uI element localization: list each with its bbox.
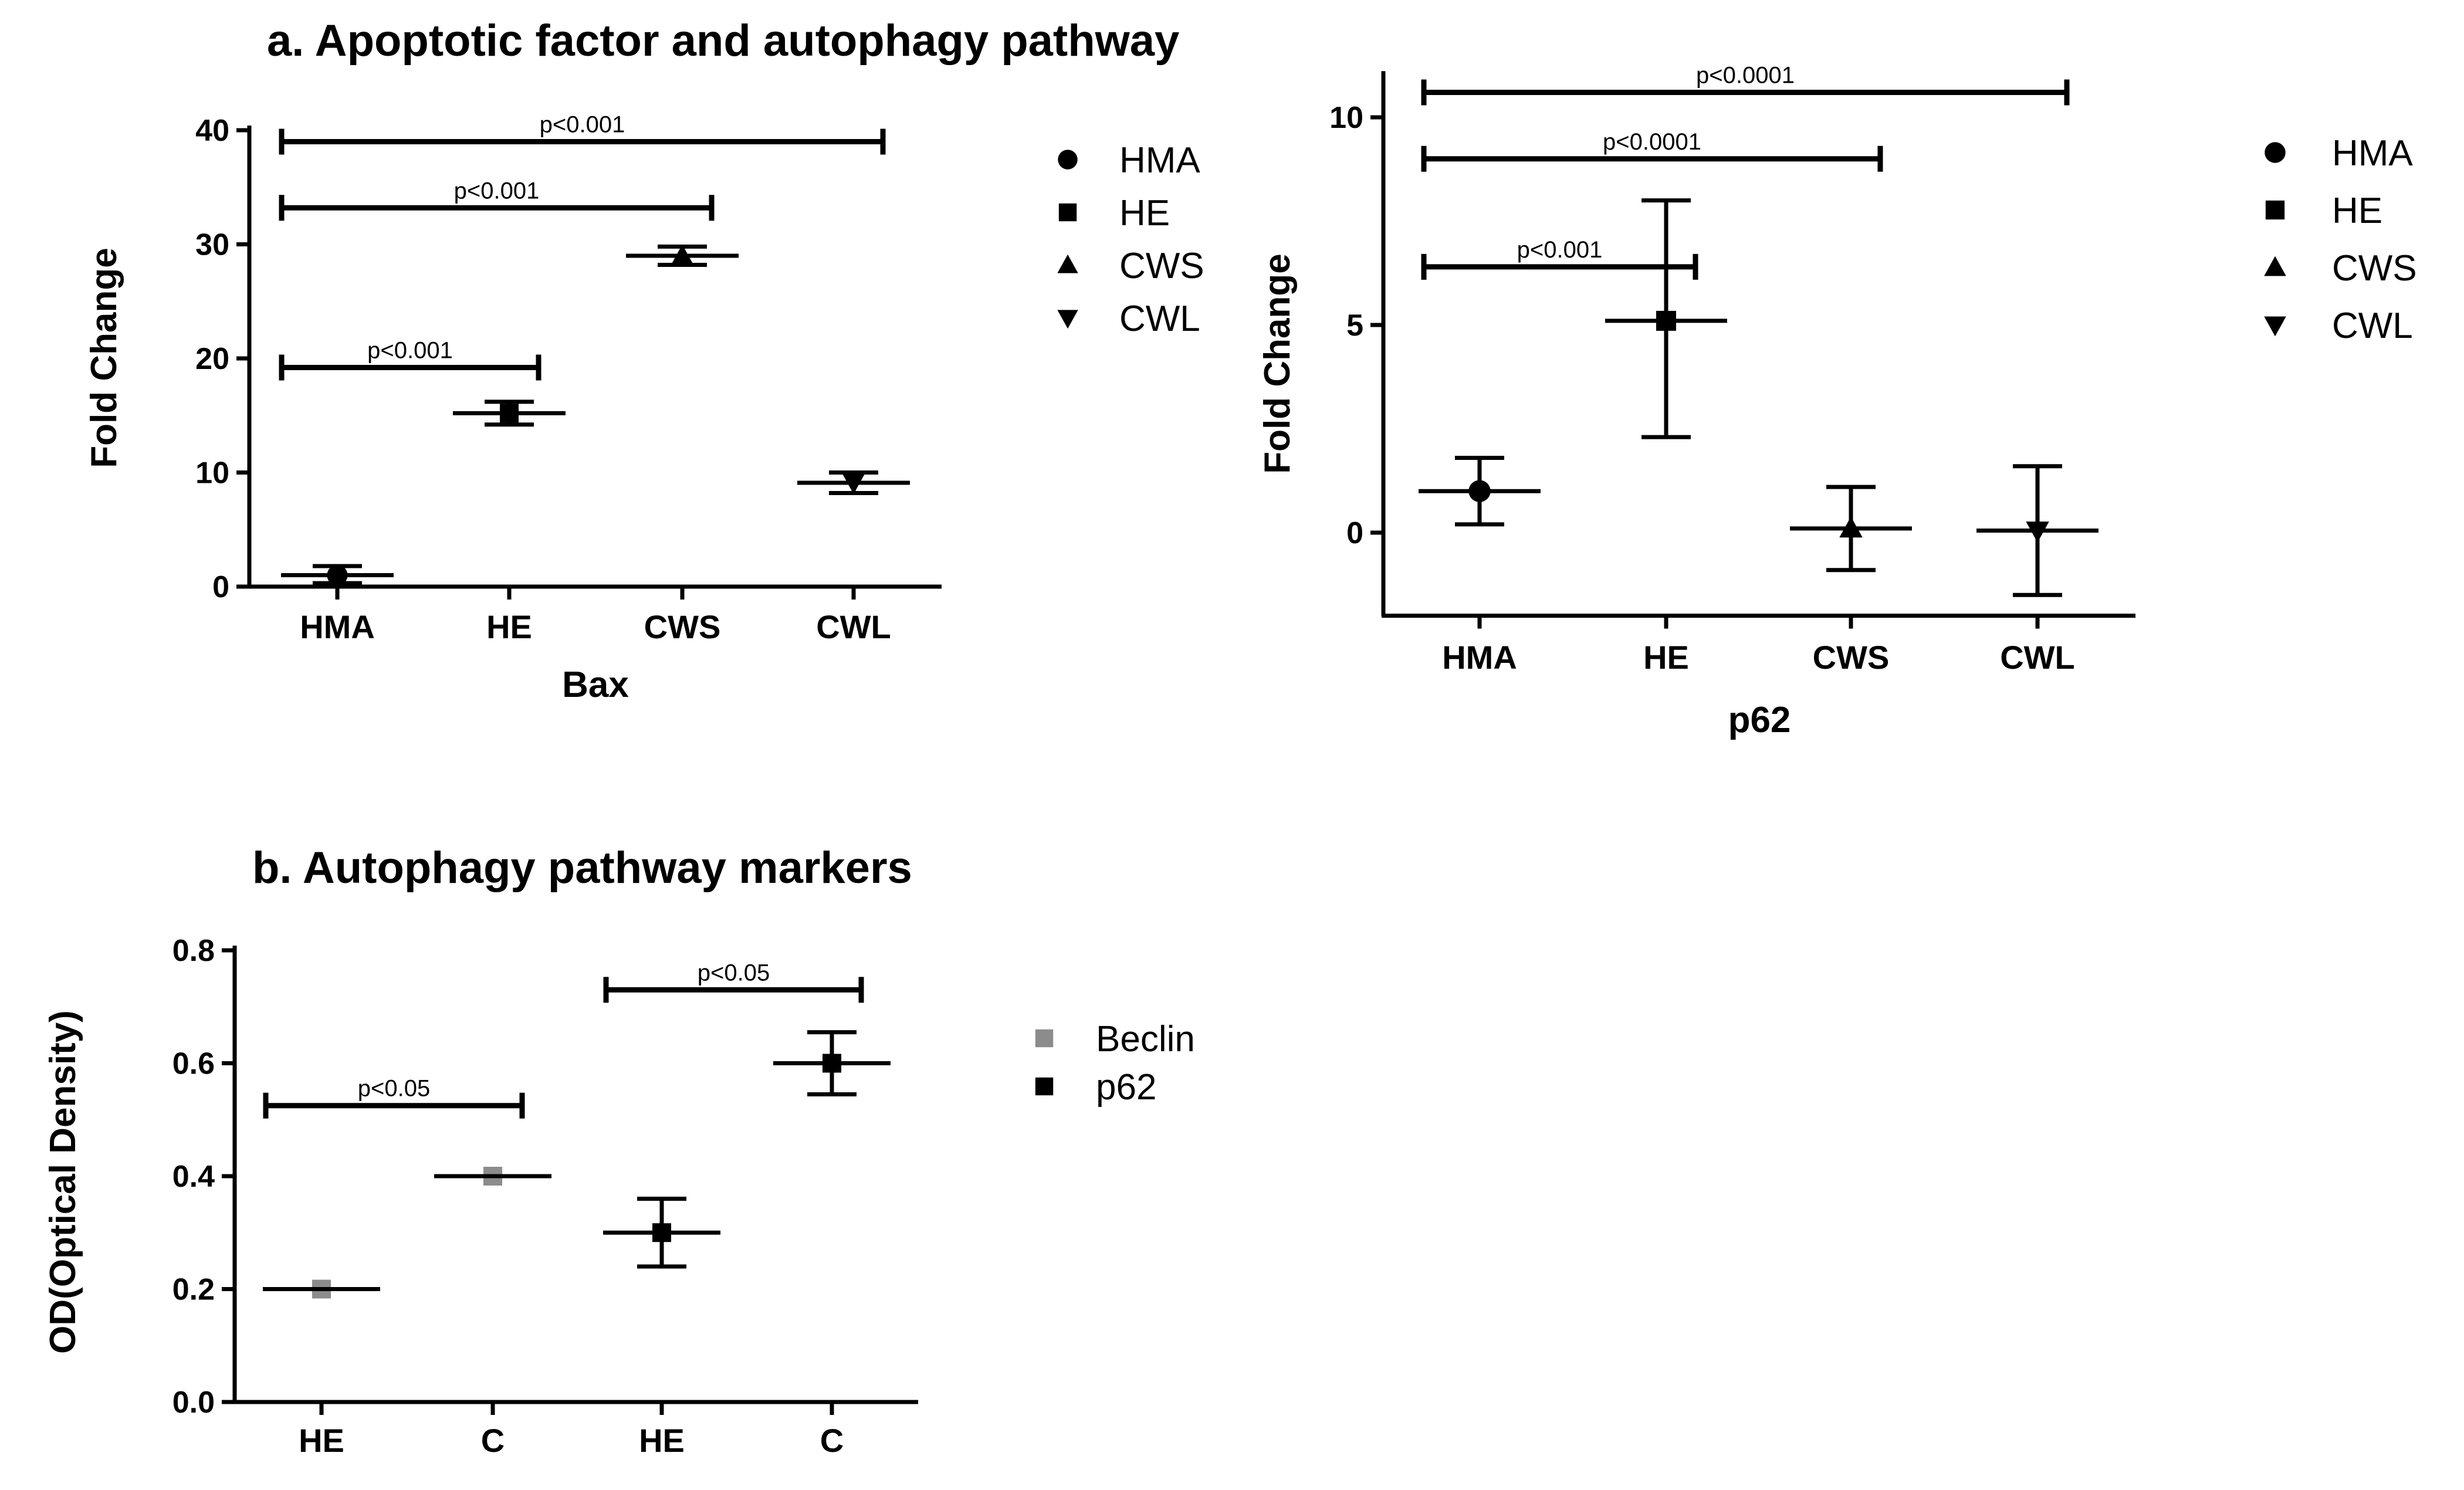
section-b-title: b. Autophagy pathway markers [252, 843, 912, 893]
significance-label: p<0.001 [1517, 237, 1603, 263]
significance-label: p<0.001 [454, 178, 540, 204]
x-tick-label-he: HE [486, 608, 532, 645]
legend-marker-he [1058, 203, 1077, 222]
bax-chart: 0 10 20 30 40 HMA HE CWS CWL Bax Fold Change p<0.00… [84, 111, 1204, 705]
x-tick-label-cws: CWS [644, 608, 721, 645]
x-axis-label: Bax [562, 665, 629, 705]
legend-marker-p62 [1035, 1077, 1054, 1096]
p62-chart: 0 5 10 HMA HE CWS CWL p62 Fold Change p<0.001 p<0.… [1257, 63, 2417, 740]
legend-marker-cwl [2264, 316, 2286, 337]
legend-label-he: HE [1119, 193, 1170, 233]
y-tick-label: 40 [195, 114, 229, 148]
y-tick-label: 0.4 [172, 1160, 215, 1194]
y-tick-label: 20 [195, 342, 229, 376]
legend-label-cwl: CWL [2332, 306, 2413, 346]
legend-label-cws: CWS [2332, 248, 2417, 289]
y-tick-label: 0 [1346, 516, 1363, 550]
legend-label-p62: p62 [1096, 1067, 1156, 1108]
significance-label: p<0.05 [698, 960, 770, 986]
x-tick-label-hma: HMA [300, 608, 375, 645]
legend-marker-he [2265, 200, 2285, 220]
x-tick-label-cwl: CWL [816, 608, 891, 645]
x-tick-label-cwl: CWL [2000, 639, 2075, 676]
legend-label-cwl: CWL [1119, 299, 1200, 339]
y-axis-label: Fold Change [1257, 253, 1298, 473]
x-tick-label-cws: CWS [1813, 639, 1890, 676]
y-tick-label: 0 [212, 570, 229, 604]
legend-label-cws: CWS [1119, 246, 1204, 286]
y-tick-label: 30 [195, 228, 229, 262]
legend-marker-cws [2264, 256, 2286, 276]
significance-label: p<0.05 [358, 1076, 430, 1102]
y-tick-label: 0.0 [172, 1386, 215, 1420]
significance-label: p<0.001 [540, 111, 625, 137]
section-a-title: a. Apoptotic factor and autophagy pathwa… [267, 16, 1179, 66]
significance-label: p<0.001 [367, 338, 453, 364]
y-axis-label: Fold Change [84, 248, 124, 468]
legend-label-hma: HMA [2332, 133, 2413, 174]
y-tick-label: 0.6 [172, 1047, 215, 1081]
x-axis-label: p62 [1728, 700, 1791, 740]
x-tick-label-he: HE [639, 1422, 685, 1459]
legend-label-beclin: Beclin [1096, 1019, 1195, 1059]
significance-label: p<0.0001 [1603, 129, 1701, 155]
x-tick-label-he: HE [1643, 639, 1689, 676]
legend-marker-hma [2265, 142, 2286, 163]
significance-label: p<0.0001 [1696, 63, 1795, 89]
legend-marker-beclin [1035, 1029, 1054, 1048]
x-tick-label-c: C [481, 1422, 505, 1459]
y-axis-label: OD(Optical Density) [43, 1010, 83, 1354]
x-tick-label-c: C [820, 1422, 844, 1459]
y-tick-label: 10 [1329, 101, 1363, 135]
y-tick-label: 5 [1346, 309, 1363, 343]
legend-marker-hma [1058, 150, 1078, 170]
legend-label-hma: HMA [1119, 140, 1200, 181]
y-tick-label: 10 [195, 456, 229, 490]
legend-label-he: HE [2332, 191, 2382, 231]
autophagy-markers-chart: 0.0 0.2 0.4 0.6 0.8 HE C HE C OD(Optical Density)… [43, 934, 1195, 1459]
y-tick-label: 0.2 [172, 1273, 215, 1307]
x-tick-label-hma: HMA [1442, 639, 1517, 676]
x-tick-label-he: HE [299, 1422, 344, 1459]
legend-marker-cws [1057, 254, 1078, 273]
y-tick-label: 0.8 [172, 934, 215, 968]
legend-marker-cwl [1057, 310, 1078, 329]
